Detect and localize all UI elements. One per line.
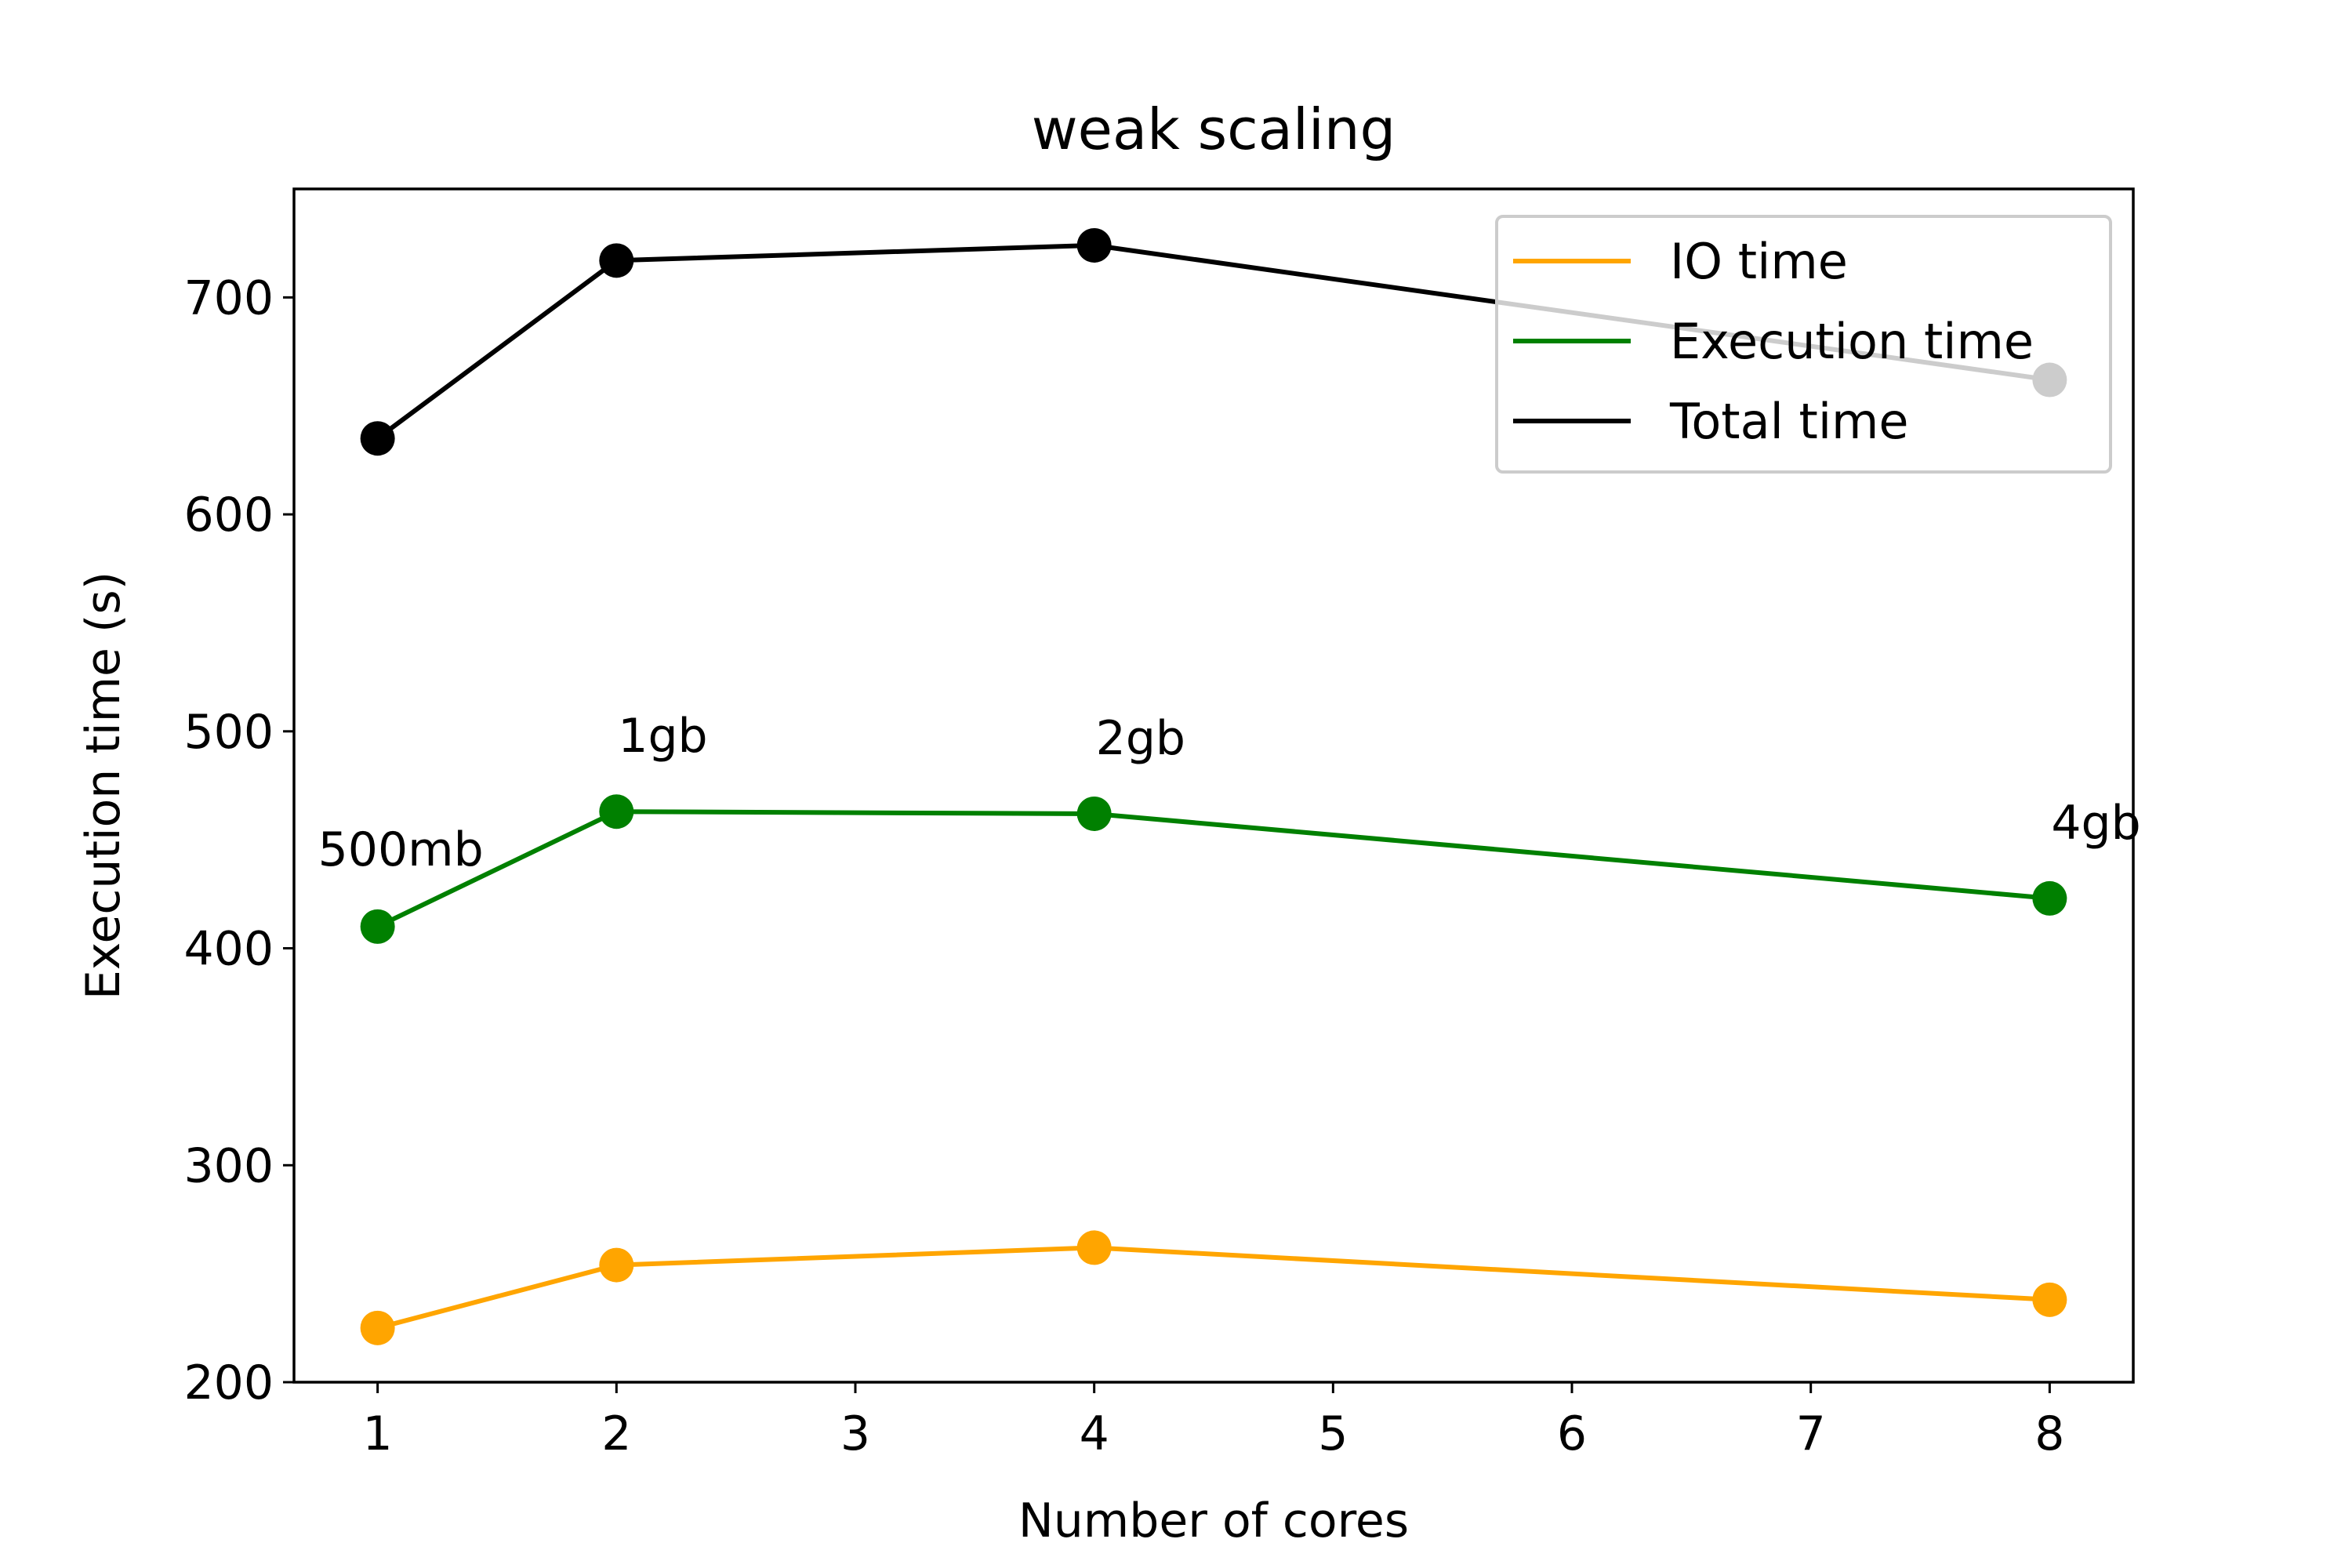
x-tick-label: 3 <box>840 1406 870 1461</box>
data-size-annotation: 1gb <box>618 709 707 764</box>
plot-frame <box>292 187 2135 1384</box>
series-layer <box>360 227 2067 1345</box>
x-tick-label: 4 <box>1080 1406 1109 1461</box>
y-axis-label: Execution time (s) <box>76 572 131 1000</box>
y-axis-ticks: 200 300 400 500 600 700 <box>183 270 294 1410</box>
y-tick-label: 500 <box>183 705 274 760</box>
execution-time-line <box>376 809 2050 929</box>
io-time-point <box>360 1310 395 1345</box>
legend-box <box>1495 215 2112 474</box>
legend-label-total-time: Total time <box>1669 393 1909 450</box>
x-tick-label: 7 <box>1796 1406 1826 1461</box>
total-time-point <box>360 421 395 456</box>
io-time-line <box>376 1245 2050 1330</box>
y-tick-label: 700 <box>183 270 274 325</box>
total-time-point <box>599 243 634 278</box>
execution-time-point <box>360 909 395 944</box>
x-axis-ticks: 1 2 3 4 5 6 7 8 <box>363 1382 2064 1461</box>
legend-label-io-time: IO time <box>1670 233 1848 290</box>
execution-time-point <box>1076 796 1112 831</box>
chart-title: weak scaling <box>1032 96 1396 162</box>
x-tick-label: 6 <box>1557 1406 1587 1461</box>
point-annotations: 500mb 1gb 2gb 4gb <box>318 709 2141 877</box>
execution-time-point <box>599 794 634 829</box>
data-size-annotation: 4gb <box>2051 796 2140 851</box>
data-size-annotation: 500mb <box>318 822 484 877</box>
x-tick-label: 8 <box>2034 1406 2064 1461</box>
x-axis-label: Number of cores <box>1018 1494 1409 1548</box>
io-time-point <box>1076 1230 1112 1265</box>
y-tick-label: 600 <box>183 488 274 543</box>
total-time-point <box>1076 227 1112 263</box>
io-time-point <box>2032 1282 2067 1317</box>
data-size-annotation: 2gb <box>1096 711 1185 766</box>
legend: IO time Execution time Total time <box>1495 215 2112 474</box>
io-time-point <box>599 1247 634 1283</box>
execution-time-point <box>2032 880 2067 916</box>
x-tick-label: 2 <box>601 1406 631 1461</box>
y-tick-label: 400 <box>183 922 274 977</box>
x-tick-label: 1 <box>363 1406 393 1461</box>
y-tick-label: 300 <box>183 1138 274 1193</box>
legend-label-execution-time: Execution time <box>1670 313 2034 370</box>
x-tick-label: 5 <box>1318 1406 1348 1461</box>
y-tick-label: 200 <box>183 1356 274 1410</box>
